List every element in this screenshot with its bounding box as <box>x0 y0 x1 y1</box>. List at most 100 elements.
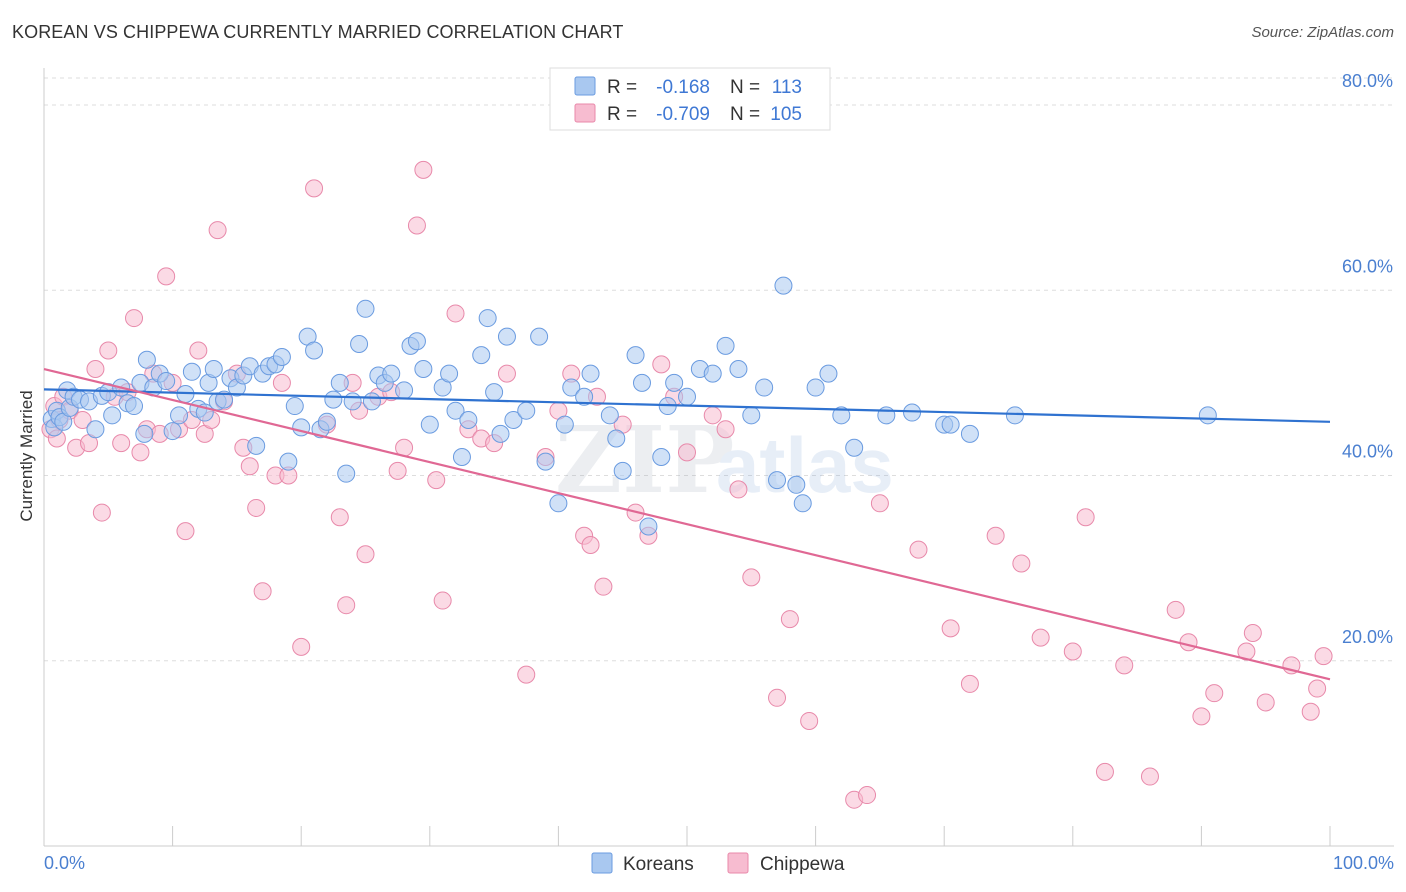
point-koreans-78 <box>549 494 568 513</box>
point-chippewa-94 <box>1166 600 1185 619</box>
point-koreans-77 <box>536 452 555 471</box>
point-chippewa-15 <box>125 309 144 328</box>
point-koreans-97 <box>742 406 761 425</box>
legend-n-value-koreans: 113 <box>772 77 802 98</box>
point-koreans-62 <box>414 360 433 379</box>
watermark: ZIP atlas <box>555 406 894 514</box>
point-chippewa-45 <box>356 545 375 564</box>
point-chippewa-11 <box>99 341 118 360</box>
point-chippewa-36 <box>272 373 291 392</box>
point-chippewa-25 <box>189 341 208 360</box>
point-koreans-54 <box>356 299 375 318</box>
point-koreans-76 <box>530 327 549 346</box>
point-koreans-69 <box>472 346 491 365</box>
point-koreans-89 <box>652 448 671 466</box>
point-koreans-80 <box>562 378 581 397</box>
point-chippewa-52 <box>427 471 446 490</box>
point-chippewa-28 <box>208 221 227 240</box>
y-tick-label-80: 80.0% <box>1342 71 1393 91</box>
point-koreans-110 <box>941 415 960 434</box>
point-chippewa-73 <box>703 406 722 425</box>
point-koreans-96 <box>729 360 748 379</box>
point-koreans-85 <box>613 461 632 480</box>
point-koreans-86 <box>626 346 645 365</box>
point-koreans-66 <box>446 401 465 420</box>
y-tick-label-60: 60.0% <box>1342 256 1393 276</box>
legend-n-value-chippewa: 105 <box>770 104 802 125</box>
point-chippewa-79 <box>800 711 819 730</box>
point-chippewa-83 <box>909 540 928 559</box>
legend-r-value-koreans: -0.168 <box>656 77 710 98</box>
point-koreans-48 <box>317 412 336 431</box>
point-chippewa-77 <box>768 688 787 707</box>
point-koreans-74 <box>504 410 523 429</box>
point-chippewa-33 <box>247 498 266 517</box>
legend-r-label-koreans: R = <box>607 77 637 98</box>
point-koreans-24 <box>170 406 189 425</box>
y-tick-label-20: 20.0% <box>1342 627 1393 647</box>
legend-swatch-koreans <box>574 76 596 96</box>
point-koreans-19 <box>137 350 156 369</box>
point-chippewa-13 <box>112 434 131 453</box>
point-chippewa-58 <box>497 364 516 383</box>
point-koreans-55 <box>362 392 381 411</box>
point-koreans-23 <box>163 422 182 441</box>
point-koreans-49 <box>324 390 343 409</box>
point-chippewa-10 <box>92 503 111 522</box>
point-chippewa-53 <box>433 591 452 610</box>
point-chippewa-102 <box>1301 702 1320 721</box>
point-chippewa-96 <box>1192 707 1211 726</box>
point-chippewa-87 <box>1012 554 1031 573</box>
point-koreans-65 <box>440 364 459 383</box>
bottom-legend-swatch-koreans <box>591 852 613 874</box>
point-koreans-92 <box>678 387 696 406</box>
point-chippewa-84 <box>941 619 960 638</box>
point-koreans-102 <box>793 494 812 513</box>
point-chippewa-16 <box>131 443 150 462</box>
point-chippewa-66 <box>594 577 613 596</box>
x-tick-label-min: 0.0% <box>44 853 85 873</box>
point-chippewa-85 <box>960 674 979 693</box>
legend: R = -0.168 N = 113 R = -0.709 N = 105 <box>549 67 831 131</box>
point-koreans-70 <box>478 309 497 328</box>
point-koreans-68 <box>459 410 478 429</box>
point-koreans-81 <box>575 387 594 406</box>
chart-title: KOREAN VS CHIPPEWA CURRENTLY MARRIED COR… <box>12 22 624 42</box>
point-chippewa-99 <box>1243 623 1262 642</box>
point-koreans-71 <box>485 383 504 402</box>
point-chippewa-38 <box>292 637 311 656</box>
point-chippewa-95 <box>1179 633 1198 652</box>
point-chippewa-100 <box>1256 693 1275 712</box>
point-koreans-16 <box>125 397 144 416</box>
source-credit: Source: ZipAtlas.com <box>1251 24 1394 41</box>
point-chippewa-70 <box>652 355 671 374</box>
point-koreans-84 <box>607 429 626 448</box>
point-chippewa-103 <box>1308 679 1327 698</box>
point-koreans-113 <box>1198 406 1217 425</box>
point-koreans-50 <box>330 373 349 392</box>
point-chippewa-23 <box>176 522 195 541</box>
point-chippewa-7 <box>73 410 92 429</box>
point-chippewa-81 <box>858 786 877 805</box>
point-koreans-99 <box>768 471 787 490</box>
point-chippewa-34 <box>253 582 272 601</box>
point-koreans-98 <box>755 378 774 397</box>
point-koreans-73 <box>497 327 516 346</box>
x-axis-ticks <box>172 826 1331 846</box>
point-chippewa-42 <box>337 596 356 615</box>
point-chippewa-41 <box>330 508 349 527</box>
point-chippewa-9 <box>86 360 105 379</box>
point-chippewa-50 <box>407 216 426 235</box>
y-axis-label: Currently Married <box>17 390 36 521</box>
point-koreans-79 <box>555 415 574 434</box>
point-koreans-91 <box>665 373 684 392</box>
point-koreans-72 <box>491 424 510 443</box>
point-koreans-88 <box>639 517 658 536</box>
point-koreans-104 <box>819 364 838 383</box>
point-koreans-58 <box>382 364 401 383</box>
point-chippewa-54 <box>446 304 465 323</box>
point-koreans-41 <box>272 347 291 366</box>
point-koreans-42 <box>279 452 298 471</box>
legend-r-value-chippewa: -0.709 <box>656 104 710 125</box>
